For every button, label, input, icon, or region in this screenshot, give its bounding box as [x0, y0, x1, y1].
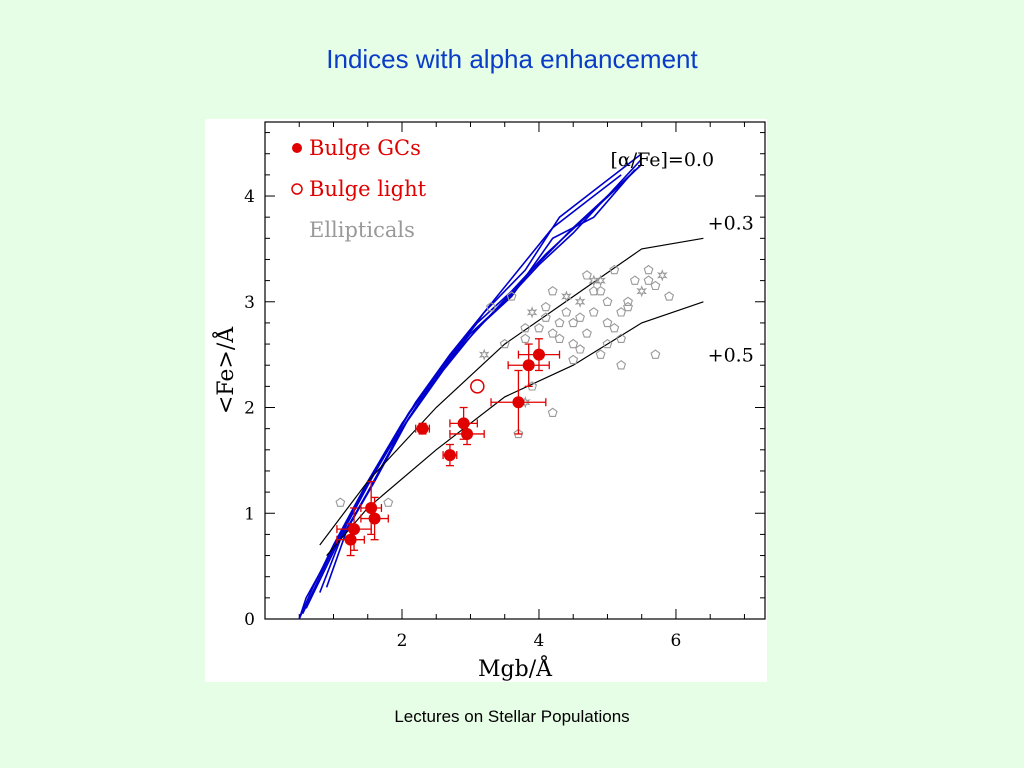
bulge-gc-point — [368, 512, 381, 525]
elliptical-point — [547, 328, 558, 338]
elliptical-point — [568, 317, 579, 328]
bulge-gc-point — [522, 359, 535, 372]
bulge-light-point — [470, 379, 485, 394]
elliptical-point — [643, 275, 654, 285]
model-label: +0.5 — [708, 345, 754, 367]
chart-panel: 2 4 6 0 1 2 3 4 Mgb/Å <Fe>/Å Bulge GCs Bulge light… — [205, 119, 767, 682]
legend-label: Ellipticals — [309, 218, 415, 242]
elliptical-point — [650, 280, 661, 291]
plot-frame-rect — [264, 121, 766, 620]
x-tick-label: 2 — [397, 631, 408, 651]
elliptical-point — [486, 301, 496, 312]
x-tick-label: 6 — [671, 631, 682, 651]
elliptical-point — [616, 360, 627, 370]
elliptical-point — [520, 333, 531, 343]
y-tick-label: 3 — [244, 293, 255, 313]
bulge-gc-points — [336, 338, 561, 557]
y-tick-label: 2 — [244, 399, 255, 419]
elliptical-point — [534, 323, 544, 333]
elliptical-point — [616, 307, 627, 317]
bulge-gc-point — [348, 523, 361, 536]
bulge-gc-point — [532, 348, 545, 361]
slide-footer: Lectures on Stellar Populations — [394, 707, 630, 726]
model-lines — [298, 153, 704, 620]
elliptical-point — [540, 312, 551, 322]
axis-ticks: 2 4 6 0 1 2 3 4 Mgb/Å <Fe>/Å — [211, 122, 765, 682]
elliptical-point — [513, 428, 524, 439]
legend-marker-filled — [292, 143, 302, 153]
elliptical-point — [561, 290, 572, 303]
model-label: [α/Fe]=0.0 — [610, 149, 714, 171]
scatter-chart: 2 4 6 0 1 2 3 4 Mgb/Å <Fe>/Å Bulge GCs Bulge light… — [211, 121, 766, 682]
elliptical-point — [540, 301, 551, 312]
elliptical-point — [335, 497, 346, 507]
bulge-gc-point — [512, 396, 525, 409]
elliptical-point — [568, 338, 579, 349]
elliptical-point — [383, 497, 394, 507]
y-tick-label: 4 — [244, 187, 255, 207]
elliptical-point — [643, 264, 654, 275]
legend-label: Bulge light — [309, 177, 427, 201]
elliptical-point — [588, 274, 600, 287]
legend-label: Bulge GCs — [309, 136, 421, 160]
elliptical-point — [581, 270, 592, 280]
elliptical-point — [520, 323, 531, 333]
model-labels: [α/Fe]=0.0 +0.3 +0.5 — [610, 149, 753, 367]
elliptical-point — [568, 354, 579, 365]
elliptical-point — [478, 348, 490, 361]
model-line-+0.5 — [326, 301, 704, 556]
legend: Bulge GCs Bulge light Ellipticals — [291, 136, 427, 242]
bulge-gc-point — [365, 501, 378, 514]
elliptical-point — [561, 307, 572, 317]
elliptical-point — [595, 349, 606, 359]
y-tick-label: 1 — [244, 504, 255, 524]
x-axis-label: Mgb/Å — [478, 654, 553, 682]
bulge-gc-point — [344, 533, 357, 546]
bulge-gc-point — [443, 449, 456, 462]
slide-title: Indices with alpha enhancement — [326, 44, 698, 74]
elliptical-point — [656, 269, 668, 282]
elliptical-point — [588, 307, 599, 317]
elliptical-point — [554, 317, 565, 328]
bulge-light-points — [470, 379, 485, 394]
elliptical-point — [554, 333, 565, 343]
elliptical-point — [581, 328, 592, 338]
plot-frame — [264, 121, 766, 620]
elliptical-point — [616, 333, 627, 343]
elliptical-point — [623, 301, 633, 312]
y-axis-label: <Fe>/Å — [211, 326, 239, 414]
elliptical-point — [664, 291, 675, 301]
elliptical-point — [609, 323, 620, 333]
elliptical-point — [575, 312, 585, 322]
elliptical-point — [526, 306, 538, 319]
elliptical-point — [588, 286, 599, 296]
elliptical-point — [609, 264, 620, 275]
alpha-0.0-grid-line — [305, 174, 622, 609]
x-tick-label: 4 — [534, 631, 545, 651]
elliptical-point — [547, 286, 558, 296]
elliptical-point — [629, 275, 640, 285]
elliptical-point — [574, 295, 586, 308]
bulge-gc-point — [416, 422, 429, 435]
elliptical-point — [499, 338, 510, 349]
elliptical-point — [636, 285, 648, 298]
elliptical-point — [506, 291, 517, 301]
legend-marker-open — [291, 183, 303, 195]
elliptical-point — [595, 274, 606, 287]
elliptical-point — [575, 344, 585, 354]
elliptical-point — [602, 338, 613, 349]
bulge-gc-point — [461, 427, 474, 440]
elliptical-point — [602, 296, 613, 306]
elliptical-point — [602, 317, 613, 328]
model-label: +0.3 — [708, 212, 754, 234]
y-tick-label: 0 — [244, 610, 255, 630]
elliptical-point — [623, 296, 633, 306]
elliptical-point — [650, 349, 661, 359]
elliptical-point — [547, 407, 558, 417]
